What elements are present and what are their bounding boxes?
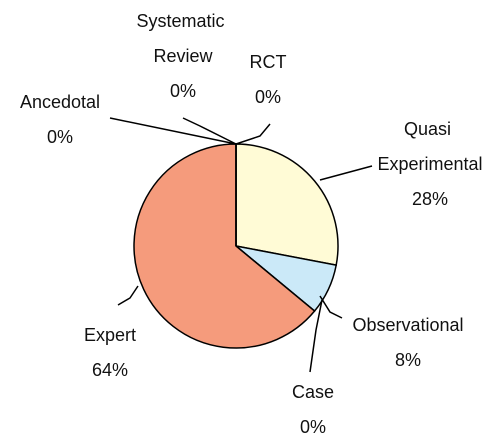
leader-line: [309, 299, 323, 373]
value-label: 0%: [47, 127, 73, 147]
slice-label: Expert: [84, 325, 136, 345]
leader-line: [117, 285, 139, 306]
slice-label: Quasi Experimental: [377, 119, 482, 174]
value-label: 0%: [300, 417, 326, 434]
leader-line: [319, 295, 343, 319]
label-line: Observational: [352, 315, 463, 335]
leader-line: [182, 117, 237, 145]
label-line: RCT: [250, 52, 287, 72]
slice-label: Ancedotal: [20, 92, 100, 112]
leader-line: [319, 165, 373, 181]
slice-label: RCT: [250, 52, 287, 72]
label-line: Systematic: [136, 11, 229, 31]
pie-slice: [235, 143, 339, 266]
leader-line: [109, 117, 237, 145]
slice-label: Case: [292, 382, 334, 402]
label-line: Ancedotal: [20, 92, 100, 112]
value-label: 0%: [170, 81, 196, 101]
value-label: 28%: [412, 189, 448, 209]
label-line: Expert: [84, 325, 136, 345]
pie-slice: [133, 143, 316, 349]
value-label: 8%: [395, 350, 421, 370]
value-label: 64%: [92, 360, 128, 380]
value-label: 0%: [255, 87, 281, 107]
label-line: Review: [153, 46, 213, 66]
leader-line: [235, 123, 271, 145]
slice-label: Systematic Review: [136, 11, 229, 66]
label-line: Case: [292, 382, 334, 402]
label-line: Quasi: [404, 119, 456, 139]
label-line: Experimental: [377, 154, 482, 174]
slice-label: Observational: [352, 315, 463, 335]
